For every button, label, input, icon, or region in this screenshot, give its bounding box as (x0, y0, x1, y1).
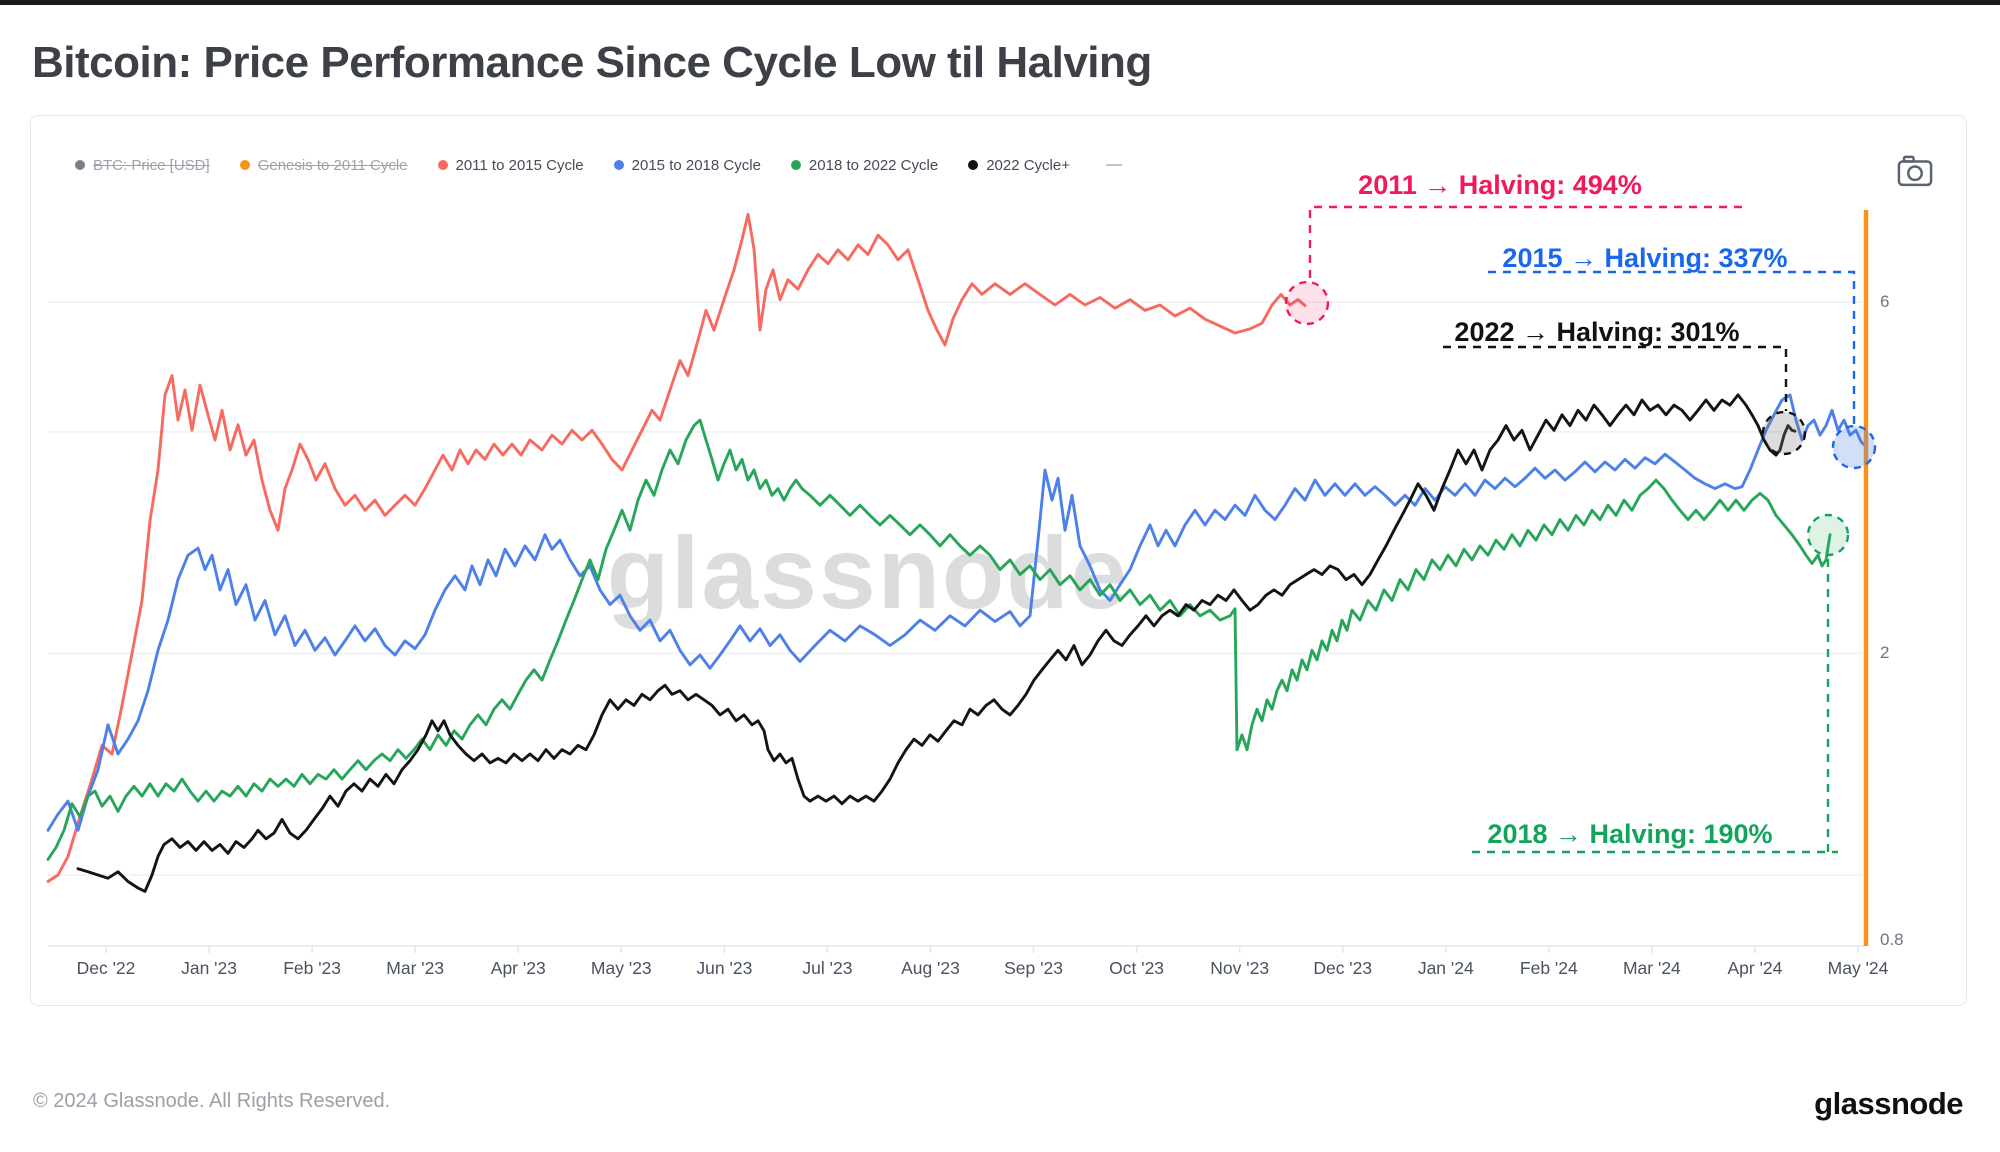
legend-dot (75, 160, 85, 170)
legend-label: 2018 to 2022 Cycle (808, 156, 939, 174)
legend-item-1[interactable]: Genesis to 2011 Cycle (239, 156, 408, 174)
legend-overflow-dash: — (1106, 156, 1122, 173)
chart-legend: BTC: Price [USD] Genesis to 2011 Cycle 201… (75, 156, 1122, 174)
legend-dot (239, 160, 250, 170)
x-axis-label: Oct '23 (1109, 958, 1165, 978)
x-axis-label: Dec '23 (1313, 958, 1373, 978)
x-axis-label: Jan '23 (181, 958, 237, 978)
annotation-label: 2015 → Halving: 337% (1502, 243, 1788, 273)
legend-label: 2022 Cycle+ (986, 156, 1070, 174)
legend-item-0[interactable]: BTC: Price [USD] (75, 157, 210, 174)
legend-label: Genesis to 2011 Cycle (257, 156, 408, 174)
page-title: Bitcoin: Price Performance Since Cycle L… (32, 38, 1152, 87)
x-axis-label: May '23 (590, 958, 652, 978)
x-axis-label: Feb '24 (1519, 958, 1578, 978)
legend-dot (437, 160, 448, 170)
y-axis-label: 0.8 (1880, 930, 1904, 949)
x-axis-label: Jun '23 (696, 958, 753, 978)
legend-label: 2011 to 2015 Cycle (455, 156, 584, 174)
legend-item-4[interactable]: 2018 to 2022 Cycle (790, 156, 939, 174)
legend-item-2[interactable]: 2011 to 2015 Cycle (437, 156, 584, 174)
screenshot-button[interactable] (1896, 154, 1934, 188)
copyright-text: © 2024 Glassnode. All Rights Reserved. (33, 1090, 391, 1112)
x-axis-label: Mar '24 (1622, 958, 1681, 978)
x-axis-label: Jan '24 (1417, 958, 1474, 978)
x-axis-label: Dec '22 (76, 958, 136, 978)
x-axis-label: May '24 (1827, 958, 1889, 978)
annotation-label: 2018 → Halving: 190% (1487, 819, 1773, 849)
x-axis-label: Apr '23 (490, 958, 546, 978)
x-axis-label: Nov '23 (1210, 958, 1270, 978)
y-axis-label: 6 (1880, 292, 1890, 311)
glassnode-logo: glassnode (1814, 1086, 1963, 1121)
legend-dot (968, 160, 979, 170)
x-axis-label: Mar '23 (386, 958, 445, 978)
legend-dot (613, 160, 624, 170)
x-axis-label: Sep '23 (1004, 958, 1063, 978)
legend-dot (790, 160, 801, 170)
x-axis-label: Apr '24 (1727, 958, 1783, 978)
annotation-label: 2022 → Halving: 301% (1454, 317, 1740, 347)
legend-item-5[interactable]: 2022 Cycle+ (968, 157, 1070, 174)
legend-label: BTC: Price [USD] (93, 156, 210, 174)
annotation-label: 2011 → Halving: 494% (1358, 170, 1642, 200)
camera-icon (1897, 155, 1933, 187)
window-top-bar (0, 0, 2000, 5)
x-axis-label: Jul '23 (802, 958, 853, 978)
legend-item-3[interactable]: 2015 to 2018 Cycle (613, 156, 761, 174)
x-axis-label: Aug '23 (901, 958, 960, 978)
y-axis-label: 2 (1880, 643, 1890, 662)
legend-label: 2015 to 2018 Cycle (631, 156, 761, 174)
x-axis-label: Feb '23 (283, 958, 342, 978)
